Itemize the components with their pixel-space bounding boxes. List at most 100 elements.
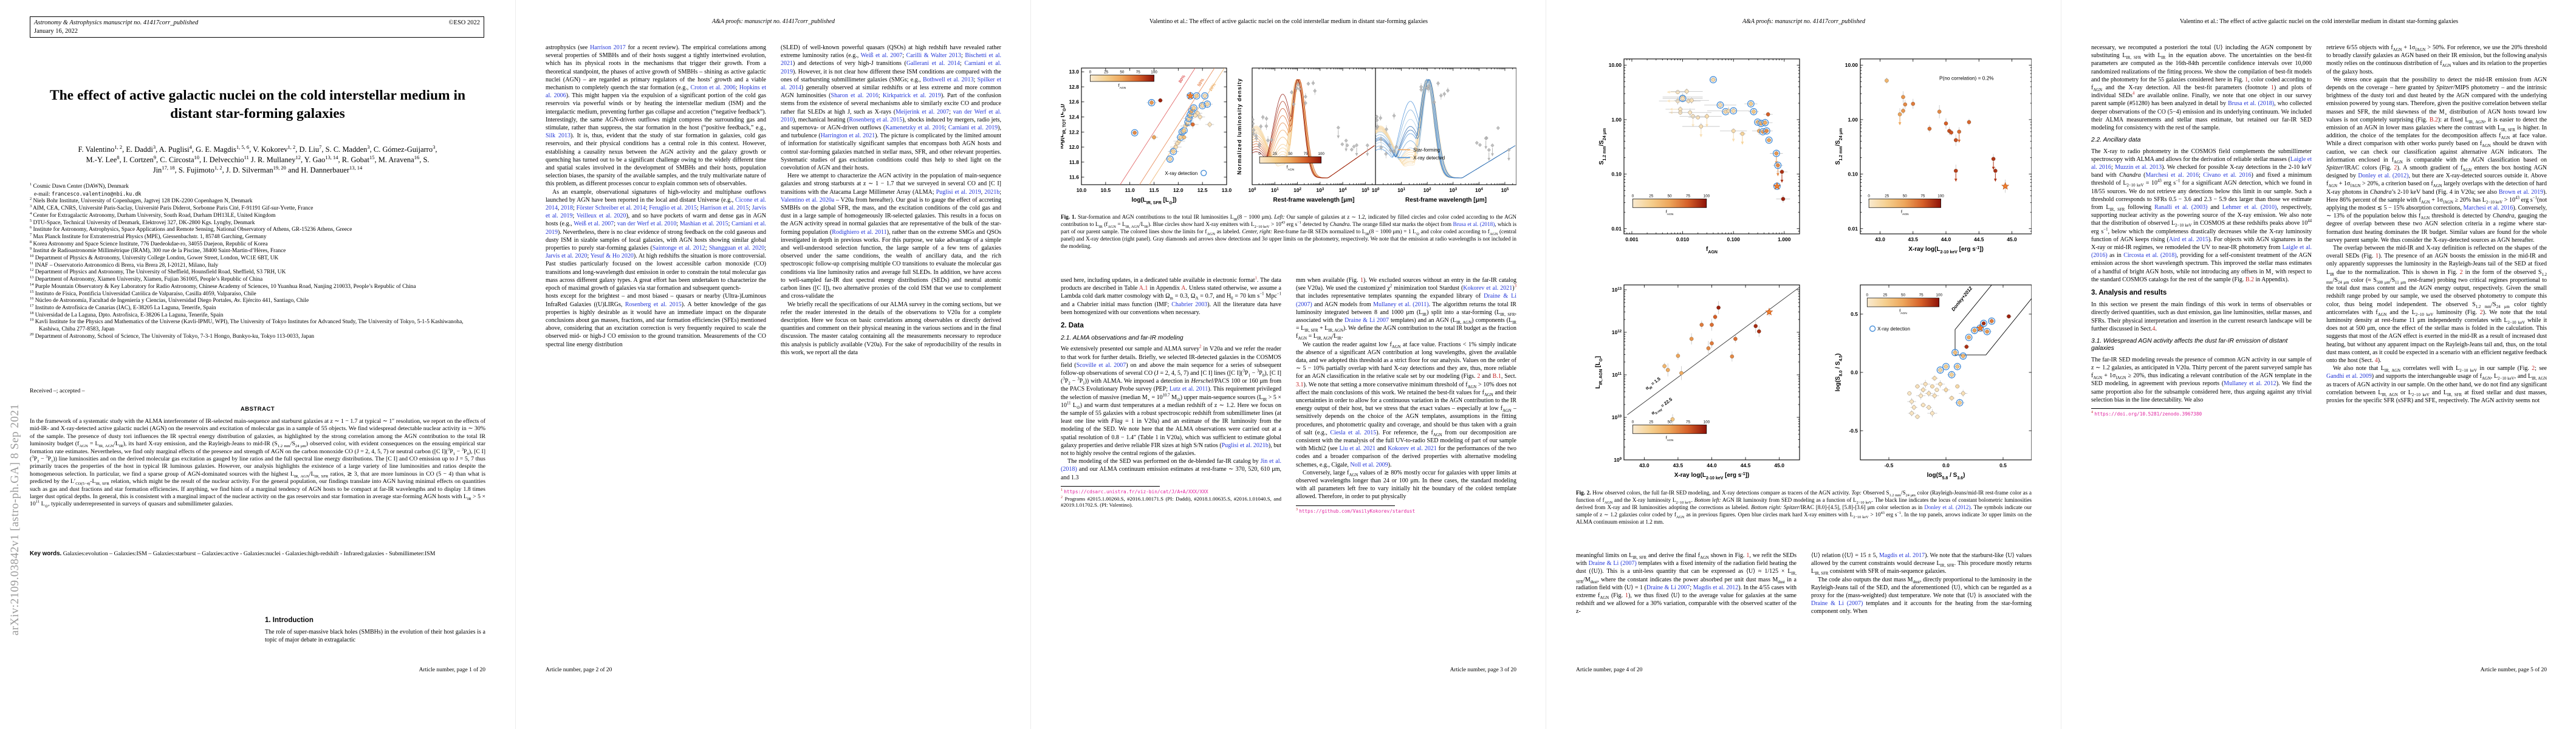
svg-text:43.0: 43.0	[1875, 236, 1885, 242]
running-head: A&A proofs: manuscript no. 41417corr_pub…	[712, 18, 835, 25]
text-column-left: astrophysics (see Harrison 2017 for a re…	[546, 44, 766, 662]
svg-text:43.0: 43.0	[1639, 462, 1649, 468]
affiliation: 6 Institute for Astronomy, Astrophysics,…	[30, 225, 352, 233]
svg-text:Normalized luminosity density: Normalized luminosity density	[1236, 78, 1242, 174]
section-heading-introduction: 1. Introduction	[265, 617, 313, 624]
svg-text:X-ray detected: X-ray detected	[1413, 155, 1445, 160]
affiliation: 15 Instituto de Física, Pontificia Unive…	[30, 289, 256, 297]
page-footer: Article number, page 3 of 20	[1450, 667, 1516, 673]
svg-text:105: 105	[1362, 187, 1369, 193]
svg-text:0.0: 0.0	[1942, 462, 1950, 468]
text-column-left: used here, including updates, in a dedic…	[1061, 276, 1281, 670]
svg-text:12.0: 12.0	[1173, 187, 1184, 193]
paragraph: ⟨U⟩ relation (⟨U⟩ = 15 ± 5, Magdis et al…	[1811, 552, 2032, 577]
paragraph: necessary, we recomputed a posteriori th…	[2091, 44, 2312, 132]
svg-text:100: 100	[1937, 194, 1944, 198]
svg-text:25: 25	[1104, 70, 1109, 75]
paragraph: meaningful limits on LIR, SFR and derive…	[1576, 552, 1797, 615]
paragraph	[2091, 408, 2191, 409]
svg-text:S1.2 mm/S24 μm: S1.2 mm/S24 μm	[1835, 128, 1843, 165]
svg-text:100: 100	[1704, 420, 1710, 424]
svg-text:log(S5.8 / S3.6): log(S5.8 / S3.6)	[1927, 472, 1965, 481]
affiliation: 7 Max Planck Institute for Extraterrestr…	[30, 232, 267, 240]
subsection-heading: 2.1. ALMA observations and far-IR modeli…	[1061, 335, 1184, 342]
svg-text:X-ray detection: X-ray detection	[1165, 171, 1197, 176]
page-2: A&A proofs: manuscript no. 41417corr_pub…	[515, 0, 1031, 729]
svg-text:101: 101	[1397, 187, 1405, 193]
svg-text:fAGN: fAGN	[1118, 84, 1126, 90]
section-heading: 3. Analysis and results	[2091, 289, 2167, 297]
svg-text:11.6: 11.6	[1069, 174, 1079, 180]
affiliation: 3 AIM, CEA, CNRS, Université Paris-Sacla…	[30, 204, 313, 212]
svg-text:100: 100	[1936, 293, 1942, 298]
svg-text:0.100: 0.100	[1727, 236, 1741, 242]
svg-text:25: 25	[1883, 293, 1888, 298]
svg-text:fAGN: fAGN	[1901, 210, 1909, 216]
svg-text:fAGN: fAGN	[1287, 165, 1295, 171]
svg-text:103: 103	[1449, 187, 1457, 193]
svg-text:log(LIR, SFR [L⊙]): log(LIR, SFR [L⊙])	[1131, 197, 1176, 205]
svg-text:0.10: 0.10	[1611, 171, 1622, 177]
paragraph: Here we attempt to characterize the AGN …	[781, 173, 1001, 300]
paragraph: astrophysics (see Harrison 2017 for a re…	[546, 44, 766, 188]
svg-text:44.5: 44.5	[1974, 236, 1984, 242]
svg-text:Star-forming: Star-forming	[1413, 147, 1440, 152]
svg-text:0: 0	[1868, 194, 1870, 198]
paragraph: The far-IR SED modeling reveals the pres…	[2091, 356, 2312, 403]
svg-text:100: 100	[1372, 187, 1380, 193]
received-accepted: Received –; accepted –	[30, 388, 85, 394]
svg-text:S1.2 mm/S24 μm: S1.2 mm/S24 μm	[1598, 128, 1607, 165]
paragraph: We stress once again that the possibilit…	[2326, 76, 2547, 244]
affiliation: 17 Instituto de Astrofísica de Canarias …	[30, 303, 216, 311]
svg-text:50: 50	[1901, 293, 1906, 298]
svg-text:-0.5: -0.5	[1885, 462, 1894, 468]
svg-text:0.0: 0.0	[1851, 369, 1858, 375]
svg-text:11.8: 11.8	[1069, 159, 1079, 165]
svg-text:0: 0	[1089, 70, 1092, 75]
paragraph: The overlap between the mid-IR and X-ray…	[2326, 245, 2547, 364]
svg-text:50: 50	[1120, 70, 1125, 75]
svg-text:109: 109	[1614, 457, 1622, 463]
svg-text:-0.5: -0.5	[1849, 428, 1858, 434]
text-column-right: mm when available (Fig. 1). We excluded …	[1296, 276, 1516, 670]
svg-text:45.0: 45.0	[2007, 236, 2017, 242]
svg-text:1010: 1010	[1612, 414, 1622, 420]
svg-text:10.5: 10.5	[1101, 187, 1111, 193]
svg-text:12.5: 12.5	[1197, 187, 1208, 193]
paragraph: We also note that LIR, AGN correlates we…	[2326, 365, 2547, 404]
manuscript-id: Astronomy & Astrophysics manuscript no. …	[34, 19, 199, 26]
manuscript-header-box: Astronomy & Astrophysics manuscript no. …	[30, 16, 484, 38]
affiliation: 18 Universidad de La Laguna, Dpto. Astro…	[30, 310, 224, 318]
abstract-label: ABSTRACT	[240, 406, 275, 412]
affiliation: 8 Korea Astronomy and Space Science Inst…	[30, 239, 268, 247]
paragraph: used here, including updates, in a dedic…	[1061, 276, 1281, 316]
svg-text:X-ray detection: X-ray detection	[1877, 326, 1910, 332]
text-column-left: necessary, we recomputed a posteriori th…	[2091, 44, 2312, 665]
page-1: Astronomy & Astrophysics manuscript no. …	[0, 0, 515, 729]
svg-text:Rest-frame wavelength [μm]: Rest-frame wavelength [μm]	[1273, 197, 1355, 204]
paragraph: We extensively presented our sample and …	[1061, 345, 1281, 457]
svg-text:10.00: 10.00	[1609, 62, 1622, 68]
svg-text:0.01: 0.01	[1611, 225, 1622, 231]
svg-text:75: 75	[1686, 420, 1691, 424]
svg-text:P(no correlation) = 0.2%: P(no correlation) = 0.2%	[1939, 75, 1994, 81]
affiliation: 16 Núcleo de Astronomía, Facultad de Ing…	[30, 296, 309, 304]
affiliation-list: 1 Cosmic Dawn Center (DAWN), Denmark e-m…	[30, 182, 485, 340]
page-5: Valentino et al.: The effect of active g…	[2061, 0, 2576, 729]
paragraph: The X-ray to radio photometry in the COS…	[2091, 148, 2312, 283]
text-column-right: (SLED) of well-known powerful quasars (Q…	[781, 44, 1001, 662]
svg-text:50: 50	[1288, 152, 1293, 156]
affiliation: 2 Niels Bohr Institute, University of Co…	[30, 197, 253, 205]
svg-text:25: 25	[1273, 152, 1278, 156]
page-footer: Article number, page 4 of 20	[1576, 667, 1643, 673]
paragraph: The code also outputs the dust mass Mdus…	[1811, 576, 2032, 615]
svg-text:105: 105	[1501, 187, 1509, 193]
affiliation: 19 Kavli Institute for the Physics and M…	[30, 318, 464, 333]
svg-text:0.001: 0.001	[1625, 236, 1639, 242]
text-column-right: ⟨U⟩ relation (⟨U⟩ = 15 ± 5, Magdis et al…	[1811, 552, 2032, 656]
manuscript-date: January 16, 2022	[34, 27, 78, 35]
affiliation: 5 DTU-Space, Technical University of Den…	[30, 218, 255, 226]
figure-1: 10.0 10.5 11.0 11.5 12.0 12.5 13.0 11.6 11.8 12.0…	[1061, 67, 1516, 205]
svg-text:12.4: 12.4	[1069, 114, 1079, 120]
